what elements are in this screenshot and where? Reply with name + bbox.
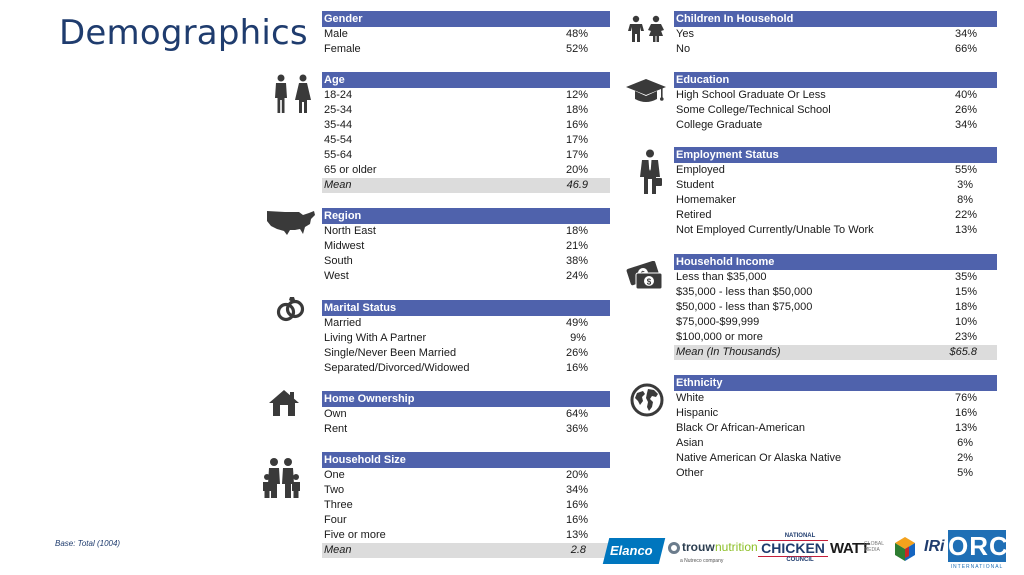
children-icon bbox=[627, 15, 667, 43]
table-row: Retired 22% bbox=[676, 209, 977, 221]
region-section: Region North East 18% Midwest 21% South 38%… bbox=[322, 208, 610, 284]
trouw-logo-text: trouw bbox=[682, 540, 715, 554]
home-ownership-section: Home Ownership Own 64% Rent 36% bbox=[322, 391, 610, 437]
table-row: $35,000 - less than $50,000 15% bbox=[676, 286, 977, 298]
age-section: Age 18-24 12% 25-34 18% 35-44 16% 45-54 17% … bbox=[322, 72, 610, 193]
orc-logo-sub: INTERNATIONAL bbox=[950, 564, 1004, 570]
ethnicity-section: Ethnicity White 76% Hispanic 16% Black Or … bbox=[674, 375, 997, 481]
table-row: 35-44 16% bbox=[324, 119, 588, 131]
table-row: Single/Never Been Married 26% bbox=[324, 347, 588, 359]
watt-logo-text: WATT bbox=[830, 540, 870, 557]
house-icon bbox=[268, 389, 300, 417]
mean-row: Mean 2.8 bbox=[322, 543, 610, 558]
iri-logo-text: IRi bbox=[924, 538, 945, 555]
household-size-section: Household Size One 20% Two 34% Three 16% Fo… bbox=[322, 452, 610, 558]
table-row: Less than $35,000 35% bbox=[676, 271, 977, 283]
orc-logo-box bbox=[948, 530, 1006, 562]
table-row: Married 49% bbox=[324, 317, 588, 329]
table-row: Five or more 13% bbox=[324, 529, 588, 541]
orc-logo-text: ORC bbox=[948, 531, 1009, 561]
table-row: $50,000 - less than $75,000 18% bbox=[676, 301, 977, 313]
table-row: Female 52% bbox=[324, 43, 588, 55]
ncc-logo-mid: CHICKEN bbox=[758, 540, 828, 557]
table-row: College Graduate 34% bbox=[676, 119, 977, 131]
table-row: Student 3% bbox=[676, 179, 973, 191]
table-row: Separated/Divorced/Widowed 16% bbox=[324, 362, 588, 374]
trouw-logo-suffix: nutrition bbox=[715, 540, 758, 554]
cube-logo bbox=[894, 536, 916, 567]
region-header: Region bbox=[322, 208, 610, 224]
table-row: Four 16% bbox=[324, 514, 588, 526]
table-row: Midwest 21% bbox=[324, 240, 588, 252]
mean-row: Mean 46.9 bbox=[322, 178, 610, 193]
ncc-logo-top: NATIONAL bbox=[784, 533, 816, 539]
table-row: Employed 55% bbox=[676, 164, 977, 176]
employment-section: Employment Status Employed 55% Student 3% … bbox=[674, 147, 997, 238]
gender-header: Gender bbox=[322, 11, 610, 27]
table-row: Native American Or Alaska Native 2% bbox=[676, 452, 973, 464]
table-row: Some College/Technical School 26% bbox=[676, 104, 977, 116]
home-ownership-header: Home Ownership bbox=[322, 391, 610, 407]
marital-header: Marital Status bbox=[322, 300, 610, 316]
age-header: Age bbox=[322, 72, 610, 88]
children-section: Children In Household Yes 34% No 66% bbox=[674, 11, 997, 57]
mean-row: Mean (In Thousands) $65.8 bbox=[674, 345, 997, 360]
table-row: Living With A Partner 9% bbox=[324, 332, 586, 344]
education-section: Education High School Graduate Or Less 40… bbox=[674, 72, 997, 133]
table-row: 55-64 17% bbox=[324, 149, 588, 161]
table-row: Rent 36% bbox=[324, 423, 588, 435]
table-row: No 66% bbox=[676, 43, 977, 55]
employment-header: Employment Status bbox=[674, 147, 997, 163]
income-section: Household Income Less than $35,000 35% $3… bbox=[674, 254, 997, 360]
ncc-logo-bot: COUNCIL bbox=[786, 557, 814, 563]
table-row: Two 34% bbox=[324, 484, 588, 496]
education-header: Education bbox=[674, 72, 997, 88]
table-row: $100,000 or more 23% bbox=[676, 331, 977, 343]
table-row: 65 or older 20% bbox=[324, 164, 588, 176]
table-row: 45-54 17% bbox=[324, 134, 588, 146]
people-icon bbox=[272, 74, 314, 114]
page-title: Demographics bbox=[59, 13, 308, 53]
table-row: Three 16% bbox=[324, 499, 588, 511]
table-row: 25-34 18% bbox=[324, 104, 588, 116]
income-header: Household Income bbox=[674, 254, 997, 270]
table-row: Own 64% bbox=[324, 408, 588, 420]
businessman-icon bbox=[640, 149, 662, 195]
table-row: Male 48% bbox=[324, 28, 588, 40]
ethnicity-header: Ethnicity bbox=[674, 375, 997, 391]
trouw-logo-sub: a Nutreco company bbox=[680, 558, 724, 564]
svg-text:$: $ bbox=[647, 278, 652, 287]
elanco-logo-text: Elanco bbox=[610, 543, 653, 558]
table-row: Homemaker 8% bbox=[676, 194, 973, 206]
graduation-cap-icon bbox=[626, 77, 666, 105]
table-row: Hispanic 16% bbox=[676, 407, 977, 419]
globe-icon bbox=[630, 383, 664, 417]
table-row: Not Employed Currently/Unable To Work 13% bbox=[676, 224, 977, 236]
table-row: Black Or African-American 13% bbox=[676, 422, 977, 434]
children-header: Children In Household bbox=[674, 11, 997, 27]
table-row: High School Graduate Or Less 40% bbox=[676, 89, 977, 101]
money-icon: $ $ bbox=[626, 261, 664, 291]
household-size-header: Household Size bbox=[322, 452, 610, 468]
table-row: 18-24 12% bbox=[324, 89, 588, 101]
trouw-logo-mark bbox=[668, 542, 680, 554]
usa-map-icon bbox=[265, 208, 317, 238]
table-row: $75,000-$99,999 10% bbox=[676, 316, 977, 328]
rings-icon bbox=[275, 295, 307, 323]
base-note: Base: Total (1004) bbox=[55, 539, 121, 548]
table-row: One 20% bbox=[324, 469, 588, 481]
table-row: Yes 34% bbox=[676, 28, 977, 40]
table-row: Other 5% bbox=[676, 467, 973, 479]
table-row: Asian 6% bbox=[676, 437, 973, 449]
table-row: North East 18% bbox=[324, 225, 588, 237]
table-row: White 76% bbox=[676, 392, 977, 404]
sponsor-logos: Elanco trouw nutrition a Nutreco company… bbox=[600, 528, 1024, 572]
table-row: West 24% bbox=[324, 270, 588, 282]
table-row: South 38% bbox=[324, 255, 588, 267]
marital-section: Marital Status Married 49% Living With A … bbox=[322, 300, 610, 376]
gender-section: Gender Male 48% Female 52% bbox=[322, 11, 610, 57]
family-icon bbox=[262, 457, 302, 499]
watt-logo-suffix: GLOBAL MEDIA bbox=[864, 541, 884, 553]
